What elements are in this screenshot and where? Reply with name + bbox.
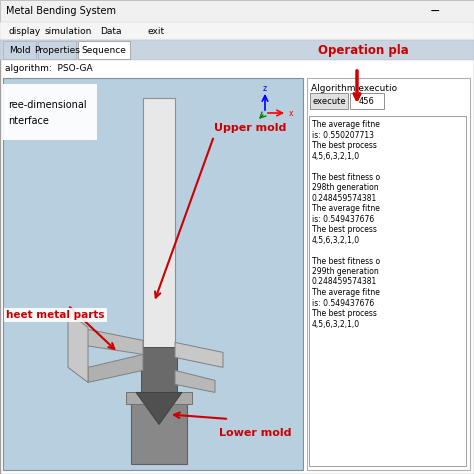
- FancyBboxPatch shape: [143, 98, 175, 352]
- FancyBboxPatch shape: [350, 93, 384, 109]
- FancyBboxPatch shape: [78, 41, 130, 59]
- FancyBboxPatch shape: [141, 347, 177, 400]
- Text: The best fitness o: The best fitness o: [312, 256, 380, 265]
- Text: nterface: nterface: [8, 116, 49, 126]
- FancyBboxPatch shape: [0, 0, 474, 22]
- Text: ree-dimensional: ree-dimensional: [8, 100, 87, 110]
- FancyBboxPatch shape: [3, 78, 303, 470]
- Polygon shape: [136, 392, 182, 424]
- FancyBboxPatch shape: [38, 41, 76, 59]
- Text: is: 0.549437676: is: 0.549437676: [312, 299, 374, 308]
- FancyBboxPatch shape: [3, 41, 36, 59]
- Text: 456: 456: [359, 97, 375, 106]
- FancyBboxPatch shape: [3, 84, 97, 140]
- Text: The best process: The best process: [312, 141, 377, 150]
- Text: Sequence: Sequence: [82, 46, 127, 55]
- Text: Algorithm executio: Algorithm executio: [311, 83, 397, 92]
- Text: 298th generation: 298th generation: [312, 183, 379, 192]
- Text: The best fitness o: The best fitness o: [312, 173, 380, 182]
- Text: The average fitne: The average fitne: [312, 288, 380, 297]
- Text: The average fitne: The average fitne: [312, 120, 380, 129]
- Text: 4,5,6,3,2,1,0: 4,5,6,3,2,1,0: [312, 319, 360, 328]
- Text: Upper mold: Upper mold: [214, 123, 286, 133]
- Text: is: 0.550207713: is: 0.550207713: [312, 130, 374, 139]
- Text: display: display: [8, 27, 40, 36]
- FancyBboxPatch shape: [309, 116, 466, 466]
- Text: x: x: [289, 109, 293, 118]
- Text: 4,5,6,3,2,1,0: 4,5,6,3,2,1,0: [312, 236, 360, 245]
- Text: Lower mold: Lower mold: [219, 428, 292, 438]
- Polygon shape: [88, 355, 143, 383]
- Text: 0.248459574381: 0.248459574381: [312, 193, 377, 202]
- Text: 0.248459574381: 0.248459574381: [312, 277, 377, 286]
- Text: Properties: Properties: [34, 46, 80, 55]
- Text: The average fitne: The average fitne: [312, 204, 380, 213]
- Text: Metal Bending System: Metal Bending System: [6, 6, 116, 16]
- Text: is: 0.549437676: is: 0.549437676: [312, 215, 374, 224]
- Text: −: −: [430, 4, 440, 18]
- Polygon shape: [175, 342, 223, 367]
- Text: Mold: Mold: [9, 46, 30, 55]
- Text: Operation pla: Operation pla: [318, 44, 409, 56]
- FancyBboxPatch shape: [0, 40, 474, 60]
- Polygon shape: [78, 328, 143, 355]
- Text: algorithm:  PSO-GA: algorithm: PSO-GA: [5, 64, 92, 73]
- Polygon shape: [175, 370, 215, 392]
- Text: 4,5,6,3,2,1,0: 4,5,6,3,2,1,0: [312, 152, 360, 161]
- FancyBboxPatch shape: [307, 78, 470, 470]
- FancyBboxPatch shape: [126, 392, 192, 404]
- FancyBboxPatch shape: [131, 400, 187, 464]
- Text: 299th generation: 299th generation: [312, 267, 379, 276]
- Polygon shape: [143, 352, 175, 381]
- FancyBboxPatch shape: [0, 22, 474, 40]
- Text: Data: Data: [100, 27, 121, 36]
- Polygon shape: [68, 312, 88, 383]
- Text: The best process: The best process: [312, 309, 377, 318]
- Text: The best process: The best process: [312, 225, 377, 234]
- FancyBboxPatch shape: [310, 93, 348, 109]
- Text: exit: exit: [148, 27, 165, 36]
- Text: simulation: simulation: [45, 27, 92, 36]
- Text: z: z: [263, 83, 267, 92]
- Text: execute: execute: [312, 97, 346, 106]
- Text: heet metal parts: heet metal parts: [6, 310, 104, 320]
